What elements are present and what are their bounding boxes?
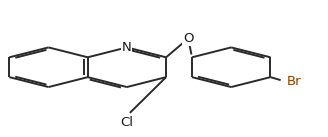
Text: Cl: Cl	[120, 116, 133, 129]
Text: O: O	[183, 32, 194, 45]
Text: Br: Br	[287, 75, 301, 88]
Text: N: N	[122, 41, 132, 54]
